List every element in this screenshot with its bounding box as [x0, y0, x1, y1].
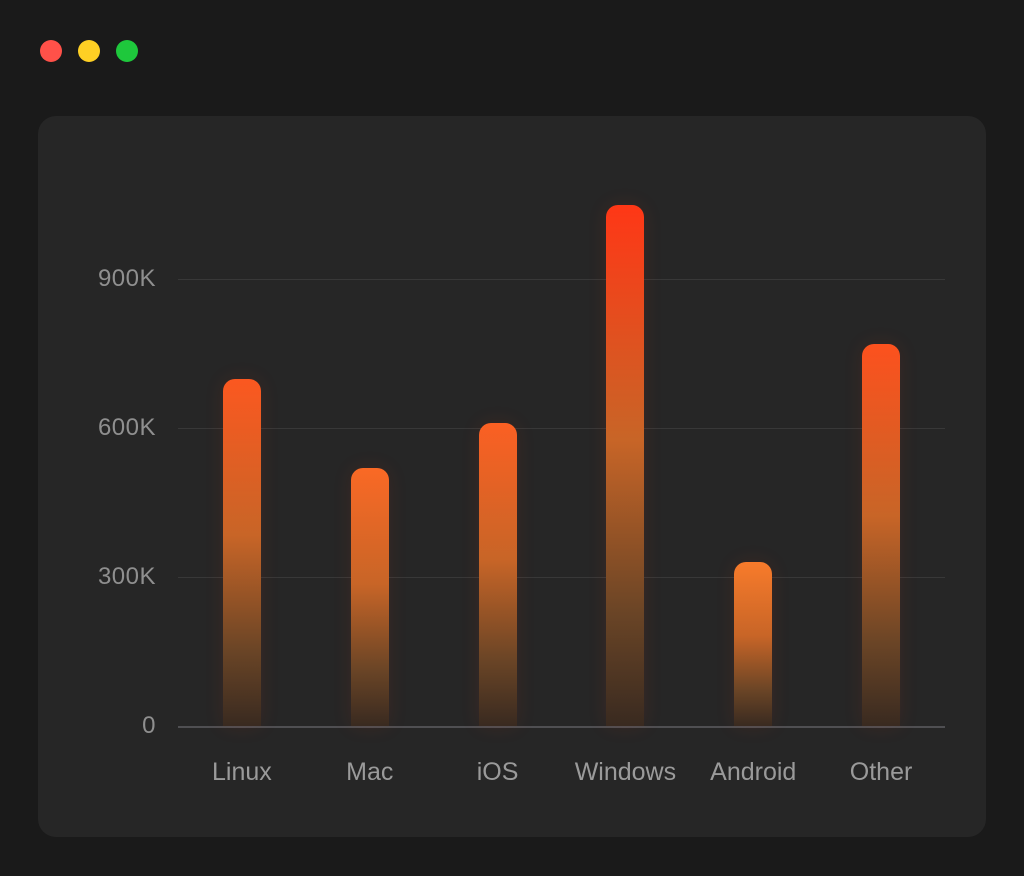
- x-label-ios: iOS: [476, 758, 519, 786]
- gridline-900K: [178, 279, 945, 281]
- y-tick-300K: 300K: [97, 563, 156, 591]
- x-axis: Linux Mac iOS Windows Android Other: [178, 758, 945, 787]
- x-label-mac: Mac: [346, 758, 394, 786]
- bar-mac[interactable]: [350, 467, 389, 726]
- bar-column-windows: [561, 180, 689, 726]
- x-label-windows: Windows: [574, 758, 677, 786]
- minimize-button[interactable]: [78, 40, 100, 62]
- bar-column-android: [689, 180, 817, 726]
- bar-android[interactable]: [734, 562, 773, 726]
- close-button[interactable]: [40, 40, 62, 62]
- bar-column-mac: [306, 180, 434, 726]
- gridline-600K: [178, 428, 945, 430]
- bar-linux[interactable]: [222, 378, 261, 726]
- bar-column-ios: [434, 180, 562, 726]
- bar-windows[interactable]: [606, 204, 645, 726]
- gridline-300K: [178, 577, 945, 579]
- chart-card: 0 300K 600K 900K Linux Mac iOS Windows Android O…: [38, 116, 986, 837]
- bar-column-other: [817, 180, 945, 726]
- plot-area: [178, 180, 945, 728]
- y-tick-0: 0: [142, 712, 156, 739]
- x-label-other: Other: [849, 758, 913, 786]
- y-tick-600K: 600K: [97, 414, 156, 442]
- bars-container: [178, 180, 945, 726]
- window-titlebar: [40, 40, 138, 62]
- y-axis: 0 300K 600K 900K: [38, 180, 156, 739]
- bar-column-linux: [178, 180, 306, 726]
- x-label-android: Android: [710, 758, 797, 786]
- y-tick-900K: 900K: [97, 265, 156, 293]
- zoom-button[interactable]: [116, 40, 138, 62]
- bar-ios[interactable]: [478, 423, 517, 726]
- x-label-linux: Linux: [212, 758, 272, 786]
- bar-other[interactable]: [862, 343, 901, 726]
